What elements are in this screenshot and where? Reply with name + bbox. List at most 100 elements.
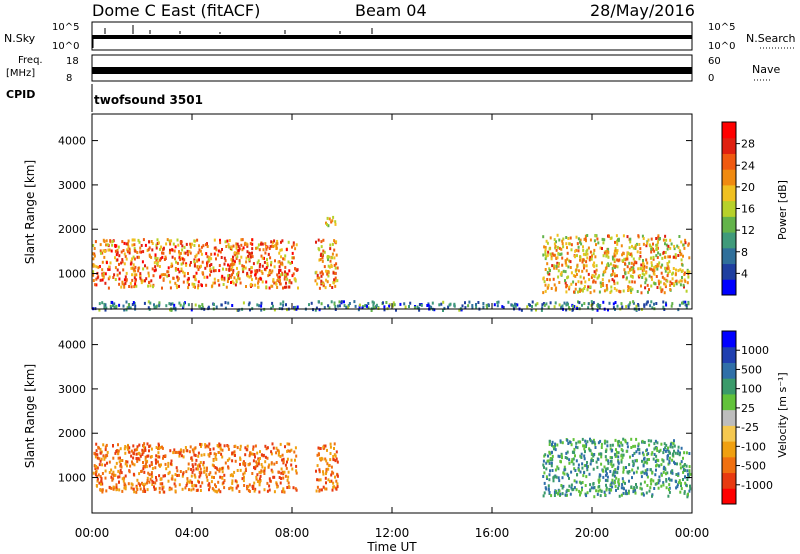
echo-cell [235,257,238,260]
echo-cell [333,248,336,252]
echo-cell [673,244,676,248]
echo-cell [561,263,564,267]
echo-cell [255,477,258,481]
echo-cell [96,466,99,470]
echo-cell [559,253,562,256]
echo-cell [283,470,286,474]
echo-cell [575,441,578,445]
echo-cell [147,248,150,252]
echo-cell [178,473,180,477]
echo-cell [263,488,266,492]
echo-cell [640,284,642,288]
echo-cell [125,308,128,312]
echo-cell [121,260,124,264]
echo-cell [589,488,592,492]
echo-cell [285,281,287,285]
echo-cell [662,459,665,463]
echo-cell [139,454,142,458]
echo-cell [209,451,212,455]
echo-cell [265,285,268,289]
echo-cell [251,278,253,282]
echo-cell [260,453,263,457]
echo-cell [676,483,679,487]
echo-cell [551,252,554,256]
echo-cell [650,439,653,443]
echo-cell [550,464,553,468]
echo-cell [683,246,686,250]
echo-cell [194,454,197,457]
echo-cell [372,306,375,310]
echo-cell [658,282,661,286]
echo-cell [150,471,153,475]
echo-cell [162,485,165,489]
xtick-label: 04:00 [175,526,210,540]
echo-cell [609,443,612,447]
echo-cell [589,250,592,254]
echo-cell [251,242,254,246]
echo-cell [162,273,165,276]
echo-cell [230,473,233,477]
echo-cell [588,472,591,476]
echo-cell [338,304,341,308]
echo-cell [218,451,221,454]
echo-cell [565,242,568,246]
echo-cell [583,464,586,468]
echo-cell [99,249,102,253]
echo-cell [601,278,604,282]
echo-cell [109,239,112,243]
echo-cell [675,268,677,272]
echo-cell [685,303,688,307]
echo-cell [565,303,568,307]
echo-cell [273,308,276,312]
echo-cell [124,451,127,455]
echo-cell [291,256,294,260]
echo-cell [253,489,256,493]
echo-cell [333,256,336,260]
echo-cell [186,477,189,481]
echo-cell [643,273,646,277]
echo-cell [579,238,582,242]
echo-cell [547,250,550,254]
echo-cell [475,303,477,306]
echo-cell [261,256,264,260]
echo-cell [178,483,181,487]
echo-cell [257,462,260,466]
echo-cell [169,302,172,306]
echo-cell [146,479,149,482]
echo-cell [367,306,370,310]
echo-cell [126,446,129,449]
echo-cell [211,463,214,467]
echo-cell [215,453,217,456]
echo-cell [650,275,653,279]
echo-cell [624,272,627,276]
echo-cell [135,490,138,494]
echo-cell [579,454,582,458]
echo-cell [280,255,282,259]
echo-cell [214,483,216,487]
echo-cell [649,304,652,308]
echo-cell [259,474,262,478]
echo-cell [214,269,217,273]
echo-cell [261,465,264,469]
echo-cell [208,442,211,446]
echo-cell [551,264,554,268]
echo-cell [662,483,665,487]
echo-cell [581,303,583,307]
echo-cell [211,475,213,479]
echo-cell [667,271,670,275]
echo-cell [628,463,631,467]
echo-cell [684,481,687,485]
echo-cell [654,460,657,463]
echo-cell [101,268,104,272]
echo-cell [101,278,104,282]
echo-cell [266,481,269,485]
echo-cell [171,474,174,478]
echo-cell [123,476,126,480]
echo-cell [118,471,121,475]
echo-cell [547,283,550,287]
echo-cell [282,476,285,480]
echo-cell [270,263,272,267]
echo-cell [142,250,145,254]
echo-cell [92,252,95,256]
echo-cell [275,451,278,455]
